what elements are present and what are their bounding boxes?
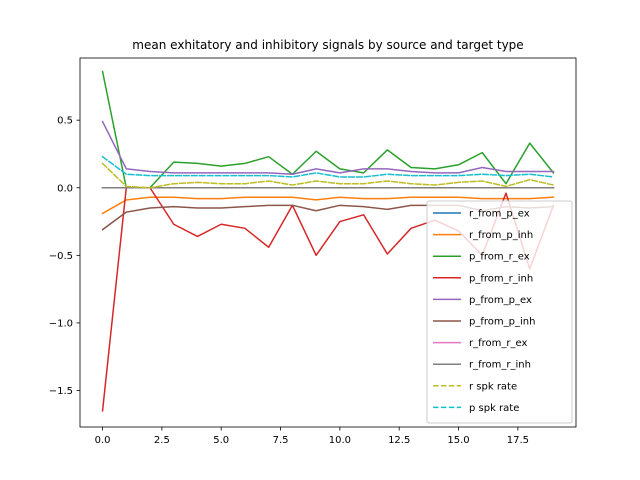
y-tick-label: −1.5 [49,386,73,397]
x-tick-label: 5.0 [213,435,229,446]
y-tick-label: −0.5 [49,251,73,262]
series-line-p-from-p-ex [101,120,555,175]
x-tick-label: 10.0 [329,435,351,446]
x-tick-label: 2.5 [154,435,170,446]
x-tick-label: 0.0 [95,435,111,446]
series-line-p-spk-rate [101,155,555,178]
legend-label: r_from_r_inh [469,360,531,371]
x-tick-label: 7.5 [273,435,289,446]
legend-label: p_from_r_inh [469,273,533,284]
legend-label: p_from_r_ex [469,252,530,263]
x-tick-label: 17.5 [507,435,529,446]
chart-title: mean exhitatory and inhibitory signals b… [132,38,523,52]
y-tick-label: −1.0 [49,318,73,329]
x-tick-label: 12.5 [388,435,410,446]
legend-label: r_from_p_inh [469,230,533,241]
legend-label: p_from_p_inh [469,317,535,328]
legend: r_from_p_ex r_from_p_inh p_from_r_ex p_from… [426,200,573,424]
legend-label: r spk rate [469,381,517,392]
series-line-r-from-p-inh [101,196,555,215]
y-axis: 0.5 0.0 −0.5 −1.0 −1.5 [49,116,80,397]
legend-label: r_from_p_ex [469,209,530,220]
legend-label: r_from_r_ex [469,338,527,349]
x-axis: 0.0 2.5 5.0 7.5 10.0 12.5 15.0 17.5 [95,427,529,446]
legend-label: p spk rate [469,403,519,414]
series-line-r-spk-rate [101,162,555,189]
plot-frame [79,57,577,428]
legend-box [426,200,573,424]
y-tick-label: 0.5 [57,116,73,127]
legend-label: p_from_p_ex [469,295,532,306]
series-line-p-from-r-ex [101,70,555,189]
y-tick-label: 0.0 [57,183,73,194]
x-tick-label: 15.0 [447,435,469,446]
